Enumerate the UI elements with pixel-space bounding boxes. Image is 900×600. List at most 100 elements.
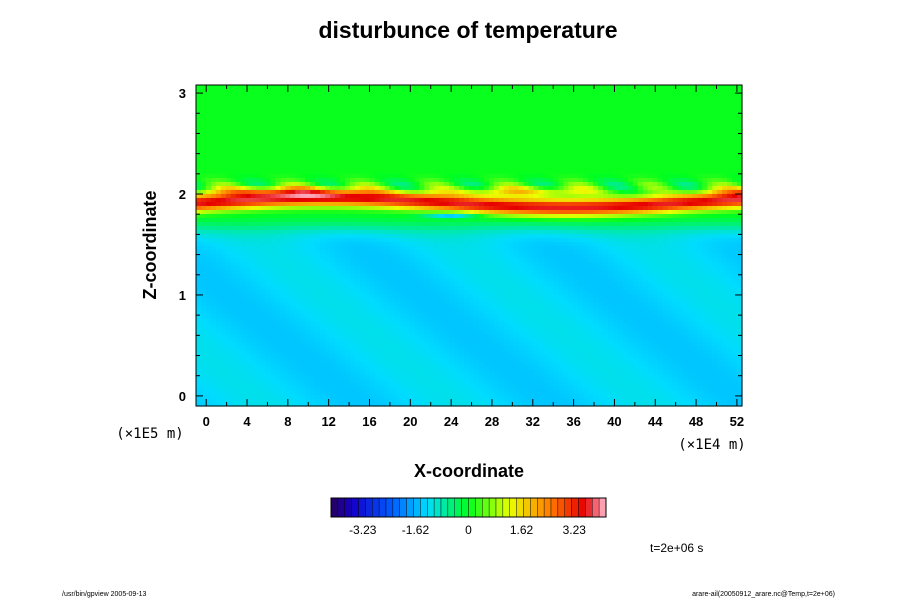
heatmap-cell: [563, 353, 569, 359]
heatmap-cell: [508, 393, 515, 399]
heatmap-cell: [389, 221, 396, 227]
heatmap-cell: [657, 401, 664, 407]
heatmap-cell: [349, 393, 356, 399]
heatmap-cell: [424, 293, 430, 299]
heatmap-cell: [513, 313, 520, 319]
heatmap-cell: [384, 333, 391, 339]
heatmap-cell: [697, 273, 703, 279]
heatmap-cell: [588, 337, 594, 343]
heatmap-cell: [667, 297, 674, 303]
heatmap-cell: [200, 361, 207, 367]
heatmap-cell: [330, 389, 336, 395]
heatmap-cell: [444, 393, 450, 399]
heatmap-cell: [215, 357, 222, 363]
heatmap-cell: [339, 305, 346, 311]
heatmap-cell: [449, 261, 455, 267]
heatmap-cell: [617, 269, 624, 275]
heatmap-cell: [642, 281, 649, 287]
heatmap-cell: [657, 285, 664, 291]
heatmap-cell: [290, 401, 296, 407]
heatmap-cell: [315, 221, 321, 227]
heatmap-cell: [354, 269, 361, 275]
heatmap-cell: [697, 353, 703, 359]
heatmap-cell: [469, 257, 475, 263]
heatmap-cell: [727, 301, 733, 307]
heatmap-cell: [538, 321, 545, 327]
heatmap-cell: [642, 249, 649, 255]
heatmap-cell: [220, 253, 227, 259]
heatmap-cell: [478, 225, 485, 231]
heatmap-cell: [300, 293, 306, 299]
heatmap-cell: [583, 317, 589, 323]
heatmap-cell: [568, 385, 574, 391]
heatmap-cell: [459, 237, 465, 243]
heatmap-cell: [449, 285, 455, 291]
heatmap-cell: [533, 265, 540, 271]
heatmap-cell: [642, 277, 649, 283]
heatmap-cell: [429, 305, 435, 311]
heatmap-cell: [652, 305, 659, 311]
heatmap-cell: [374, 253, 381, 259]
heatmap-cell: [389, 277, 396, 283]
heatmap-cell: [285, 249, 291, 255]
heatmap-cell: [498, 361, 505, 367]
heatmap-cell: [488, 385, 495, 391]
heatmap-cell: [642, 273, 649, 279]
heatmap-cell: [454, 393, 460, 399]
heatmap-cell: [230, 385, 237, 391]
heatmap-cell: [280, 353, 286, 359]
heatmap-cell: [513, 225, 520, 231]
heatmap-cell: [300, 229, 306, 235]
heatmap-cell: [404, 361, 411, 367]
heatmap-cell: [439, 301, 445, 307]
heatmap-cell: [409, 353, 415, 359]
heatmap-cell: [295, 309, 301, 315]
heatmap-cell: [469, 353, 475, 359]
heatmap-cell: [677, 265, 684, 271]
heatmap-cell: [334, 241, 341, 247]
heatmap-cell: [682, 317, 688, 323]
heatmap-cell: [196, 297, 202, 303]
heatmap-cell: [583, 377, 589, 383]
heatmap-cell: [737, 237, 743, 243]
heatmap-cell: [508, 333, 515, 339]
heatmap-cell: [414, 221, 420, 227]
heatmap-cell: [558, 233, 564, 239]
heatmap-cell: [449, 365, 455, 371]
heatmap-cell: [528, 225, 535, 231]
heatmap-cell: [454, 305, 460, 311]
heatmap-cell: [682, 289, 688, 295]
heatmap-cell: [250, 221, 257, 227]
heatmap-cell: [553, 233, 559, 239]
heatmap-cell: [404, 237, 411, 243]
heatmap-cell: [444, 401, 450, 407]
heatmap-cell: [339, 285, 346, 291]
heatmap-cell: [334, 345, 341, 351]
heatmap-cell: [682, 385, 688, 391]
heatmap-cell: [558, 381, 564, 387]
heatmap-cell: [250, 385, 257, 391]
heatmap-cell: [245, 229, 252, 235]
heatmap-cell: [265, 261, 272, 267]
heatmap-cell: [429, 317, 435, 323]
heatmap-cell: [598, 225, 604, 231]
heatmap-cell: [250, 225, 257, 231]
heatmap-cell: [563, 237, 569, 243]
heatmap-cell: [394, 313, 401, 319]
heatmap-cell: [325, 305, 331, 311]
heatmap-cell: [260, 269, 267, 275]
heatmap-cell: [344, 281, 351, 287]
heatmap-cell: [712, 353, 718, 359]
heatmap-cell: [215, 313, 222, 319]
heatmap-cell: [662, 293, 669, 299]
heatmap-cell: [255, 341, 262, 347]
heatmap-cell: [598, 269, 604, 275]
heatmap-cell: [498, 393, 505, 399]
heatmap-cell: [354, 333, 361, 339]
heatmap-cell: [627, 229, 634, 235]
heatmap-cell: [538, 397, 545, 403]
heatmap-cell: [513, 337, 520, 343]
heatmap-cell: [240, 345, 247, 351]
heatmap-cell: [444, 369, 450, 375]
heatmap-cell: [473, 249, 480, 255]
